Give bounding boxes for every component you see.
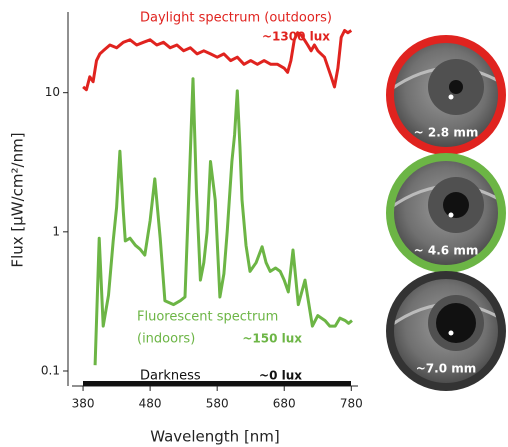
x-tick-label: 380: [72, 397, 95, 411]
y-axis-label: Flux [µW/cm²/nm]: [9, 132, 27, 267]
pupil-ring: [386, 153, 506, 273]
darkness-label: Darkness: [140, 369, 201, 384]
x-axis-label: Wavelength [nm]: [150, 428, 280, 446]
lux-label: ~0 lux: [259, 369, 302, 383]
series-label: (indoors): [137, 332, 195, 347]
pupil: [436, 303, 476, 343]
series-label: Fluorescent spectrum: [137, 310, 278, 325]
series-label: Daylight spectrum (outdoors): [140, 11, 332, 26]
pupil-ring: [386, 271, 506, 391]
darkness-bar: [83, 381, 351, 386]
spectrum-line: [82, 29, 353, 92]
x-tick-label: 780: [340, 397, 363, 411]
y-tick-label: 10: [45, 85, 60, 99]
reflection: [448, 212, 454, 218]
pupil-label: ~ 2.8 mm: [414, 126, 479, 140]
lux-label: ~150 lux: [242, 332, 302, 346]
reflection: [448, 94, 454, 100]
x-tick-label: 580: [206, 397, 229, 411]
reflection: [448, 330, 454, 336]
pupil-ring: [386, 35, 506, 155]
y-tick-label: 0.1: [41, 363, 60, 377]
pupil-label: ~7.0 mm: [416, 362, 477, 376]
pupil: [443, 192, 469, 218]
x-tick-label: 480: [139, 397, 162, 411]
x-tick-label: 680: [273, 397, 296, 411]
pupil: [449, 80, 463, 94]
spectrum-line: [93, 77, 353, 366]
y-tick-label: 1: [52, 224, 60, 238]
pupil-label: ~ 4.6 mm: [414, 244, 479, 258]
